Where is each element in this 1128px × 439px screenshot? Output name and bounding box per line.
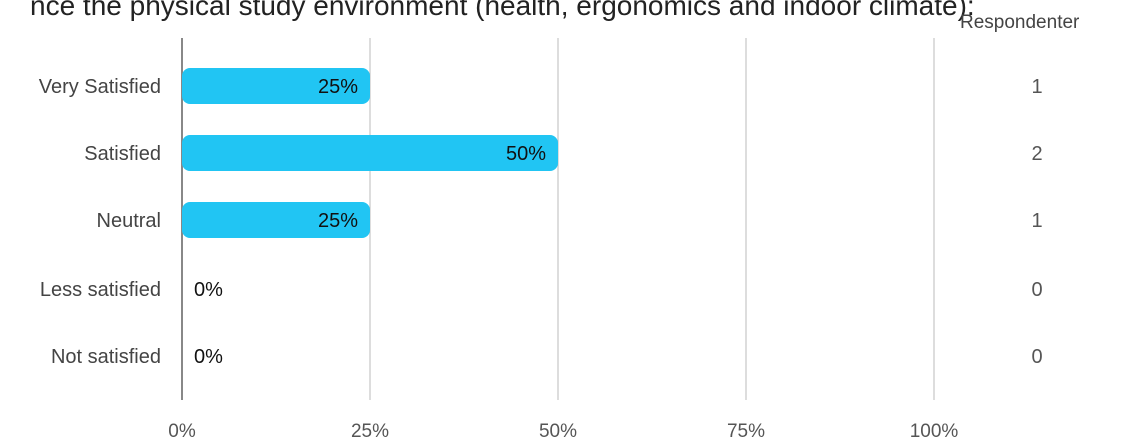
category-label: Less satisfied bbox=[40, 279, 161, 301]
x-tick-label: 0% bbox=[168, 421, 196, 439]
data-label: 25% bbox=[318, 210, 358, 232]
data-label: 0% bbox=[194, 346, 223, 368]
respondents-header: Respondenter bbox=[960, 12, 1080, 33]
data-label: 50% bbox=[506, 143, 546, 165]
bar bbox=[182, 68, 370, 104]
bar bbox=[182, 202, 370, 238]
respondent-count: 0 bbox=[1031, 346, 1042, 368]
respondent-count: 2 bbox=[1031, 143, 1042, 165]
x-tick-label: 100% bbox=[910, 421, 959, 439]
category-label: Not satisfied bbox=[51, 346, 161, 368]
respondent-count: 0 bbox=[1031, 279, 1042, 301]
data-label: 25% bbox=[318, 76, 358, 98]
data-label: 0% bbox=[194, 279, 223, 301]
chart-title: nce the physical study environment (heal… bbox=[30, 0, 975, 21]
x-tick-label: 75% bbox=[727, 421, 765, 439]
bar bbox=[182, 135, 558, 171]
category-label: Very Satisfied bbox=[39, 76, 161, 98]
category-label: Neutral bbox=[97, 210, 161, 232]
x-tick-label: 50% bbox=[539, 421, 577, 439]
respondent-count: 1 bbox=[1031, 210, 1042, 232]
respondent-count: 1 bbox=[1031, 76, 1042, 98]
x-tick-label: 25% bbox=[351, 421, 389, 439]
category-label: Satisfied bbox=[84, 143, 161, 165]
